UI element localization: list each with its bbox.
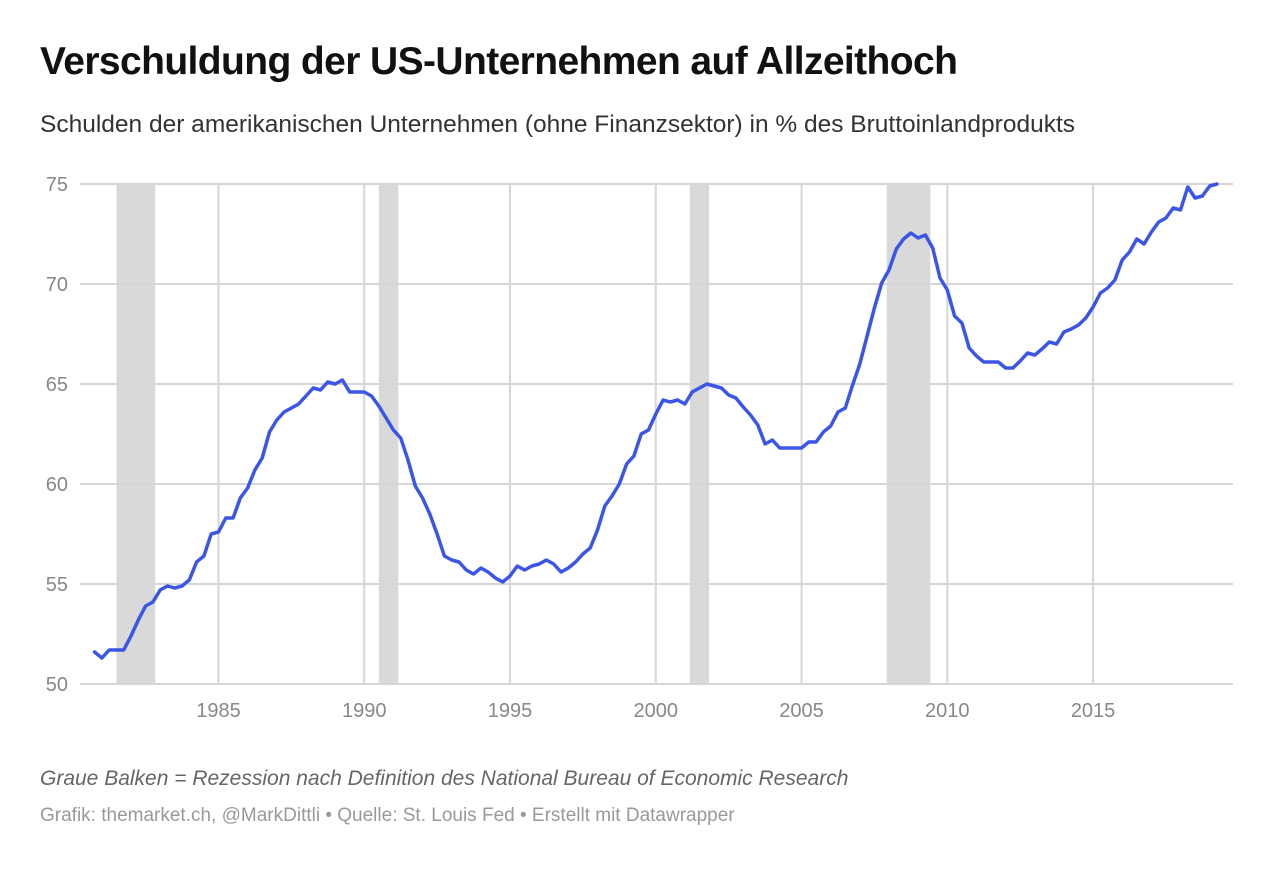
y-tick-label: 70 <box>46 274 68 296</box>
recession-band <box>378 184 399 684</box>
recession-bands <box>116 184 931 684</box>
x-tick-label: 2015 <box>1071 700 1116 722</box>
y-tick-label: 65 <box>46 374 68 396</box>
y-axis-ticks: 50 55 60 65 70 75 <box>46 174 68 696</box>
recession-band <box>689 184 710 684</box>
x-tick-label: 1990 <box>342 700 387 722</box>
y-tick-label: 55 <box>46 574 68 596</box>
y-tick-label: 50 <box>46 674 68 696</box>
x-axis-ticks: 1985 1990 1995 2000 2005 2010 2015 <box>196 700 1115 722</box>
series-line <box>92 182 1219 660</box>
chart-subtitle: Schulden der amerikanischen Unternehmen … <box>40 111 1076 138</box>
x-tick-label: 2005 <box>779 700 824 722</box>
source-credit: Grafik: themarket.ch, @MarkDittli • Quel… <box>40 805 735 826</box>
recession-band <box>116 184 156 684</box>
y-tick-label: 75 <box>46 174 68 196</box>
x-tick-label: 2000 <box>634 700 679 722</box>
x-tick-label: 2010 <box>925 700 970 722</box>
x-tick-label: 1995 <box>488 700 533 722</box>
x-tick-label: 1985 <box>196 700 241 722</box>
y-tick-label: 60 <box>46 474 68 496</box>
recession-note: Graue Balken = Rezession nach Definition… <box>40 767 849 790</box>
chart-title: Verschuldung der US-Unternehmen auf Allz… <box>40 40 958 83</box>
grid-lines <box>80 183 1233 685</box>
series-layer <box>92 182 1219 660</box>
recession-band <box>886 184 931 684</box>
